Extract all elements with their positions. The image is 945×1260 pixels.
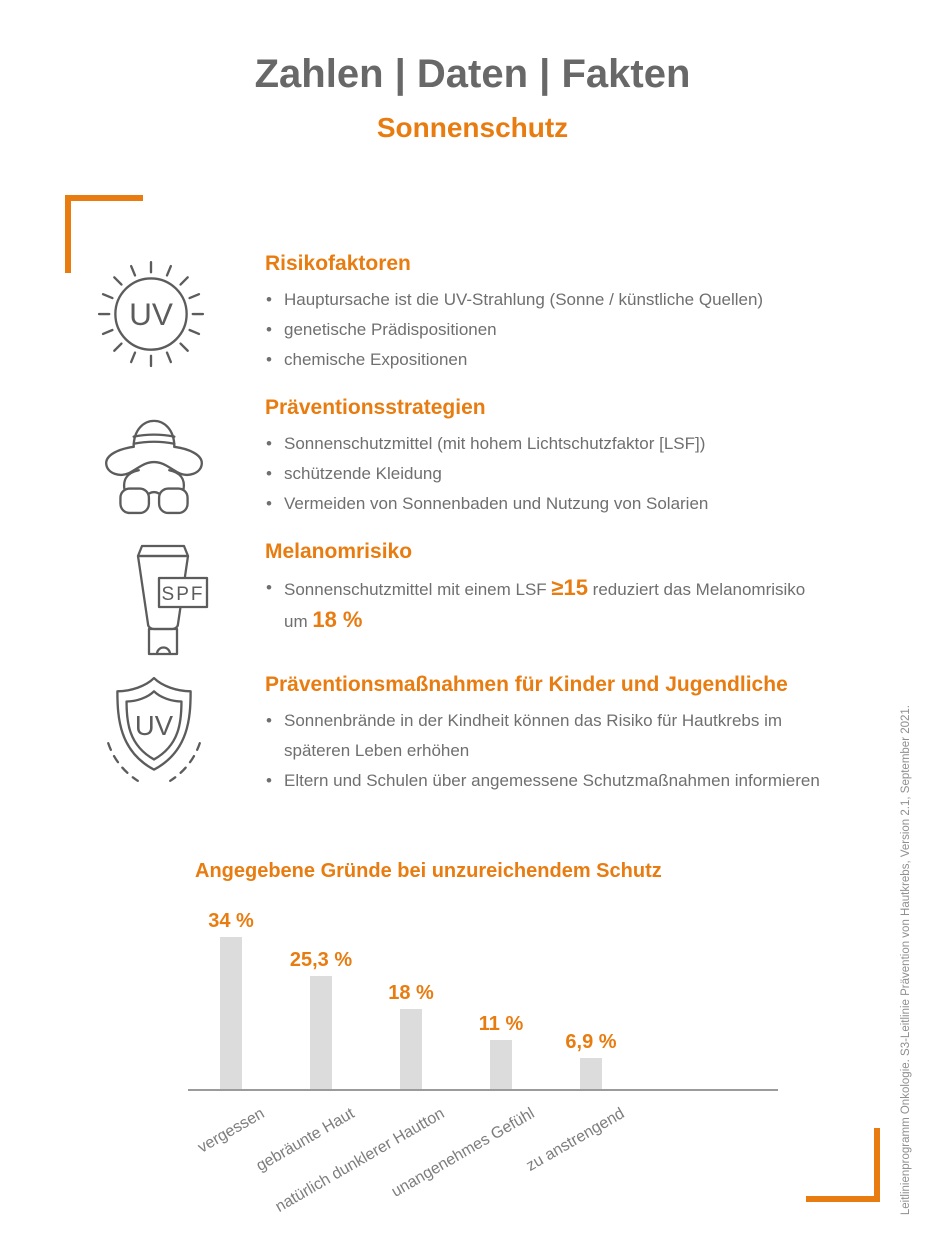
- bar: [220, 937, 242, 1089]
- bullet-text: um: [284, 612, 313, 631]
- bar-chart-categories: vergessen gebräunte Haut natürlich dunkler…: [190, 1097, 778, 1227]
- bar: [580, 1058, 602, 1089]
- section-risikofaktoren: Risikofaktoren Hauptursache ist die UV-S…: [265, 250, 865, 375]
- bullet-list: Sonnenbrände in der Kindheit können das …: [265, 706, 865, 796]
- section-melanomrisiko: Melanomrisiko Sonnenschutzmittel mit ein…: [265, 538, 865, 637]
- bar: [490, 1040, 512, 1089]
- corner-bracket-top-left: [65, 195, 143, 273]
- percent-highlight: 18 %: [312, 607, 363, 632]
- bullet-item: chemische Expositionen: [265, 345, 865, 375]
- bullet-text: reduziert das Melanomrisiko: [587, 580, 806, 599]
- bar: [400, 1009, 422, 1089]
- section-heading: Präventionsstrategien: [265, 396, 486, 419]
- page-title: Zahlen | Daten | Fakten: [254, 52, 691, 96]
- bar: [310, 976, 332, 1089]
- bullet-list: Sonnenschutzmittel (mit hohem Lichtschut…: [265, 429, 865, 519]
- bullet-item: Eltern und Schulen über angemessene Schu…: [265, 766, 865, 796]
- bullet-text: Sonnenschutzmittel mit einem LSF: [284, 580, 552, 599]
- section-praeventionsstrategien: Präventionsstrategien Sonnenschutzmittel…: [265, 394, 865, 519]
- bar-value-label: 25,3 %: [289, 949, 353, 971]
- spf-tube-icon: SPF: [112, 540, 212, 662]
- bar-value-label: 6,9 %: [565, 1031, 617, 1053]
- bullet-list: Sonnenschutzmittel mit einem LSF ≥15 red…: [265, 573, 865, 637]
- bullet-item: Sonnenschutzmittel mit einem LSF ≥15 red…: [265, 573, 865, 637]
- lsf-highlight: ≥15: [551, 575, 588, 600]
- bullet-item: Sonnenschutzmittel (mit hohem Lichtschut…: [265, 429, 865, 459]
- bullet-item: schützende Kleidung: [265, 459, 865, 489]
- bullet-item: Sonnenbrände in der Kindheit können das …: [265, 706, 865, 766]
- bar-value-label: 11 %: [478, 1013, 524, 1035]
- bar-chart-plot: 34 % 25,3 % 18 % 11 % 6,9 %: [190, 896, 778, 1089]
- chart-x-axis: [188, 1089, 778, 1091]
- uv-shield-icon: UV: [98, 672, 210, 792]
- uv-shield-icon-text: UV: [135, 710, 174, 741]
- source-note: Leitlinienprogramm Onkologie. S3-Leitlin…: [900, 705, 912, 1216]
- section-heading: Risikofaktoren: [265, 252, 411, 275]
- uv-sun-icon-text: UV: [129, 296, 173, 332]
- bar-value-label: 18 %: [388, 982, 434, 1004]
- bullet-text: Sonnenbrände in der Kindheit können das …: [284, 711, 783, 730]
- bullet-item: genetische Prädispositionen: [265, 315, 865, 345]
- spf-tube-icon-text: SPF: [162, 584, 205, 605]
- bullet-list: Hauptursache ist die UV-Strahlung (Sonne…: [265, 285, 865, 375]
- bar-value-label: 34 %: [208, 910, 254, 932]
- chart-title: Angegebene Gründe bei unzureichendem Sch…: [195, 860, 662, 882]
- uv-sun-icon: UV: [95, 256, 207, 368]
- section-kinder-jugendliche: Präventionsmaßnahmen für Kinder und Juge…: [265, 671, 865, 796]
- section-heading: Präventionsmaßnahmen für Kinder und Juge…: [265, 673, 788, 696]
- bullet-item: Hauptursache ist die UV-Strahlung (Sonne…: [265, 285, 865, 315]
- page-subtitle: Sonnenschutz: [376, 112, 569, 143]
- bullet-item: Vermeiden von Sonnenbaden und Nutzung vo…: [265, 489, 865, 519]
- hat-sunglasses-icon: [98, 398, 210, 516]
- section-heading: Melanomrisiko: [265, 540, 413, 563]
- corner-bracket-bottom-right: [806, 1128, 880, 1202]
- bullet-text: späteren Leben erhöhen: [284, 741, 470, 760]
